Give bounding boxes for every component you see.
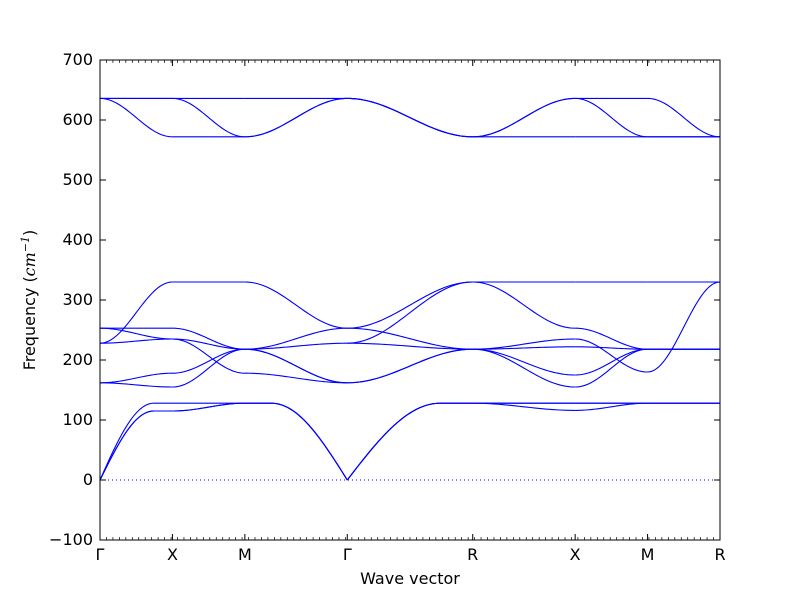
band-line-seg0-b4 [99, 372, 173, 384]
band-line-seg3-b8 [347, 342, 473, 350]
band-line-seg3-b2 [346, 402, 473, 481]
y-axis-unit: cm [20, 252, 39, 276]
band-line-seg2-b4 [244, 348, 348, 384]
y-tick-label: 400 [62, 230, 93, 249]
band-line-seg5-b10 [575, 97, 648, 138]
band-line-seg0-b2 [99, 402, 173, 481]
x-tick-label: M [641, 545, 655, 564]
band-line-seg6-b11 [647, 97, 721, 138]
x-tick-label: M [238, 545, 252, 564]
band-line-seg3-b6 [347, 281, 473, 329]
band-line-seg3-b11 [347, 97, 473, 138]
band-line-seg5-b3 [575, 348, 648, 388]
band-line-seg2-b2 [244, 402, 348, 481]
x-tick-label: R [467, 545, 478, 564]
band-line-seg5-b8 [575, 338, 648, 373]
y-tick-label: 100 [62, 410, 93, 429]
band-line-seg0-b6 [99, 281, 173, 344]
x-tick-label: X [570, 545, 581, 564]
band-line-seg5-b5 [575, 346, 648, 350]
y-axis-label: Frequency (cm−1) [19, 230, 39, 371]
band-line-seg2-b7 [244, 327, 348, 350]
bands-layer [99, 97, 721, 481]
plot-frame [99, 59, 721, 541]
y-tick-label: −100 [49, 530, 93, 549]
band-line-seg0-b8 [99, 327, 173, 340]
band-line-seg2-b8 [244, 372, 348, 384]
labels-layer: Wave vector Frequency (cm−1) [19, 230, 460, 588]
x-tick-label: Γ [343, 545, 352, 564]
y-tick-label: 500 [62, 170, 93, 189]
x-tick-label: X [167, 545, 178, 564]
band-line-seg4-b7 [472, 281, 576, 329]
band-line-seg0-b5 [99, 338, 173, 344]
band-line-seg1-b3 [172, 348, 245, 388]
band-line-seg4-b11 [472, 97, 576, 138]
band-line-seg4-b8 [472, 338, 576, 350]
y-tick-label: 600 [62, 110, 93, 129]
x-tick-label: Γ [96, 545, 105, 564]
x-tick-label: R [714, 545, 725, 564]
band-line-seg1-b4 [172, 348, 245, 374]
y-tick-label: 300 [62, 290, 93, 309]
band-line-seg3-b4 [347, 348, 473, 384]
y-tick-label: 0 [83, 470, 93, 489]
band-line-seg4-b4 [472, 348, 576, 376]
y-tick-label: 200 [62, 350, 93, 369]
band-line-seg0-b3 [99, 382, 173, 388]
band-line-seg0-b9 [99, 97, 173, 138]
band-line-seg1-b8 [172, 338, 245, 374]
y-axis-label-text: Frequency [20, 288, 39, 371]
band-line-seg2-b5 [244, 342, 348, 350]
band-line-seg1-b7 [172, 327, 245, 350]
y-tick-label: 700 [62, 50, 93, 69]
band-line-seg2-b6 [244, 281, 348, 329]
y-axis-unit-exponent: −1 [19, 236, 32, 252]
band-line-seg4-b3 [472, 348, 576, 388]
band-line-seg3-b5 [347, 281, 473, 344]
band-line-seg5-b4 [575, 348, 648, 376]
band-line-seg0-b1 [99, 410, 173, 481]
band-line-seg3-b7 [347, 327, 473, 350]
band-line-seg1-b5 [172, 338, 245, 350]
x-axis-label: Wave vector [360, 569, 460, 588]
band-line-seg5-b7 [575, 327, 648, 350]
band-line-seg2-b10 [244, 97, 348, 138]
band-line-seg1-b10 [172, 97, 245, 138]
band-line-seg6-b8 [647, 281, 721, 373]
